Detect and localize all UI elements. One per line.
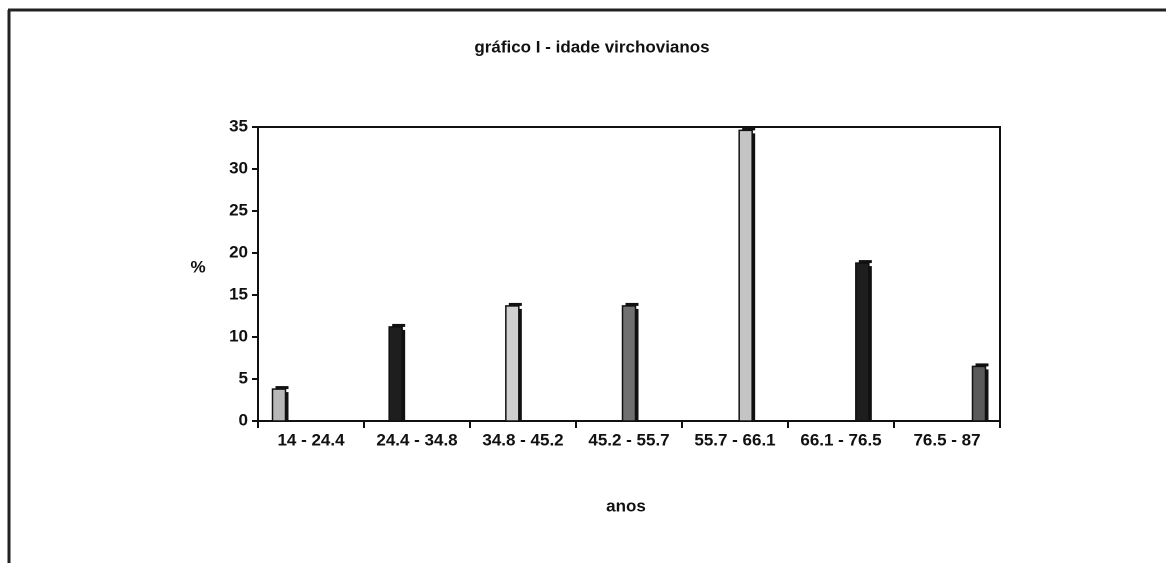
bar-top bbox=[392, 323, 406, 327]
x-tick-label: 34.8 - 45.2 bbox=[482, 430, 563, 449]
y-tick-label: 10 bbox=[229, 326, 248, 345]
x-tick-label: 76.5 - 87 bbox=[913, 430, 980, 449]
y-tick-label: 25 bbox=[229, 200, 248, 219]
bar-top bbox=[625, 302, 639, 306]
y-tick-label: 30 bbox=[229, 158, 248, 177]
bar bbox=[855, 262, 870, 422]
x-tick-label: 45.2 - 55.7 bbox=[588, 430, 669, 449]
bar bbox=[388, 326, 403, 422]
bar-side bbox=[635, 308, 639, 421]
bar-top bbox=[742, 127, 756, 131]
bar-side bbox=[868, 266, 872, 421]
bar-top bbox=[275, 386, 289, 390]
chart-title: gráfico I - idade virchovianos bbox=[474, 37, 709, 56]
y-tick-label: 0 bbox=[239, 410, 248, 429]
y-tick-label: 5 bbox=[239, 368, 248, 387]
bar bbox=[621, 305, 637, 422]
bar bbox=[971, 365, 987, 422]
y-axis-label: % bbox=[190, 257, 205, 276]
bar bbox=[271, 388, 287, 422]
bar-top bbox=[975, 363, 989, 367]
y-tick-label: 35 bbox=[229, 116, 248, 135]
bar bbox=[505, 305, 520, 422]
bar-top bbox=[508, 302, 522, 306]
x-tick-label: 24.4 - 34.8 bbox=[376, 430, 457, 449]
bar-side bbox=[285, 392, 289, 421]
bar-side bbox=[402, 329, 406, 421]
bar-top bbox=[858, 260, 872, 264]
y-tick-label: 20 bbox=[229, 242, 248, 261]
y-tick-label: 15 bbox=[229, 284, 248, 303]
x-tick-label: 55.7 - 66.1 bbox=[694, 430, 775, 449]
bar-side bbox=[985, 369, 989, 421]
x-tick-label: 66.1 - 76.5 bbox=[800, 430, 881, 449]
bar-side bbox=[518, 308, 522, 421]
x-tick-label: 14 - 24.4 bbox=[277, 430, 345, 449]
bar-side bbox=[752, 133, 756, 422]
x-axis-label: anos bbox=[606, 496, 646, 515]
bar bbox=[738, 129, 753, 422]
